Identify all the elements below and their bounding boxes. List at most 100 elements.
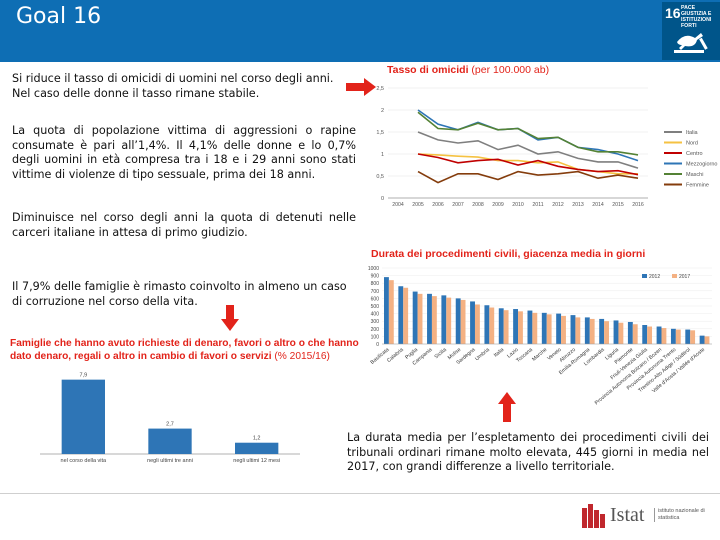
x-tick-label: 2010 (512, 202, 524, 208)
data-label: 1,2 (253, 436, 261, 442)
series-line-mezzogiorno (417, 109, 639, 162)
bar-2012 (556, 313, 562, 344)
bar-2012 (441, 295, 447, 344)
bar-2017 (417, 293, 423, 344)
red-arrow-up-icon (498, 392, 516, 422)
homicide-chart-title: Tasso di omicidi (387, 64, 469, 76)
y-tick-label: 0 (381, 196, 384, 202)
corruption-bar-chart: 7,9 nel corso della vita 2,7 negli ultimi t… (40, 373, 300, 464)
legend-label: Femmine (686, 183, 709, 189)
category-label: negli ultimi 12 mesi (233, 458, 280, 464)
y-tick-label: 2 (381, 108, 384, 114)
bar-2012 (412, 291, 418, 344)
civil-proceedings-paragraph: La durata media per l’espletamento dei p… (347, 431, 709, 473)
bar-2017 (489, 307, 495, 344)
bar-2017 (431, 296, 437, 344)
bar-2012 (699, 335, 705, 344)
bar-2017 (704, 336, 710, 344)
y-tick-label: 0,5 (376, 174, 384, 180)
x-tick-label: 2014 (592, 202, 604, 208)
y-tick-label: 1000 (368, 266, 379, 272)
bar-2012 (584, 317, 590, 344)
slide-header: Goal 16 16 PACE GIUSTIZIA E ISTITUZIONI … (0, 0, 720, 62)
footer-divider (0, 493, 720, 494)
x-tick-label: 2004 (392, 202, 404, 208)
category-label: Umbria (474, 347, 491, 362)
category-label: Italia (493, 347, 505, 359)
x-tick-label: 2013 (572, 202, 584, 208)
bar-2017 (446, 297, 452, 344)
homicide-chart-title-wrap: Tasso di omicidi (per 100.000 ab) (387, 64, 549, 76)
category-label: nel corso della vita (61, 458, 107, 464)
y-tick-label: 300 (371, 319, 380, 325)
aggression-paragraph: La quota di popolazione vittima di aggre… (12, 124, 356, 181)
homicide-line-chart: 0 0,5 1 1,5 2 2,5 2004 2005 2006 2007 2008 2009 2010… (376, 86, 718, 208)
bar-2012 (656, 326, 662, 344)
bar-2017 (647, 326, 653, 344)
legend-label: Italia (686, 130, 699, 136)
istat-logo-subtext: istituto nazionale di statistica (654, 508, 714, 522)
bar-2012 (642, 325, 648, 344)
istat-logo-text: Istat (610, 504, 645, 526)
category-label: Sicilia (434, 347, 448, 360)
bar-2017 (546, 314, 552, 344)
legend-label: Centro (686, 151, 703, 157)
x-tick-label: 2007 (452, 202, 464, 208)
legend-swatch (672, 274, 677, 278)
legend-swatch (642, 274, 647, 278)
y-tick-label: 200 (371, 327, 380, 333)
bar-2017 (518, 311, 523, 344)
bar-2012 (427, 293, 432, 344)
sdg-16-badge: 16 PACE GIUSTIZIA E ISTITUZIONI FORTI (662, 2, 720, 60)
legend-label: Nord (686, 141, 698, 147)
bar-2012 (627, 321, 633, 344)
bar (148, 428, 192, 454)
bar-2012 (498, 308, 504, 344)
istat-logo: Istat istituto nazionale di statistica (582, 502, 712, 532)
bar-2017 (403, 287, 409, 344)
bar-2017 (561, 315, 566, 344)
legend-label: Maschi (686, 172, 703, 178)
homicide-chart-subtitle: (per 100.000 ab) (471, 64, 550, 76)
category-label: Marche (531, 347, 548, 363)
sdg-number: 16 (665, 5, 681, 21)
bar-2012 (484, 305, 490, 344)
y-tick-label: 2,5 (376, 86, 384, 92)
y-tick-label: 700 (371, 289, 380, 295)
x-tick-label: 2006 (432, 202, 444, 208)
bar-2012 (470, 301, 475, 344)
bar-2017 (575, 317, 581, 344)
y-tick-label: 0 (376, 342, 379, 348)
bar (235, 442, 279, 454)
bar-2012 (398, 286, 404, 344)
data-label: 2,7 (166, 422, 174, 428)
homicides-text-line-2: Nel caso delle donne il tasso rimane sta… (12, 87, 260, 100)
category-label: negli ultimi tre anni (147, 458, 193, 464)
corruption-chart-subtitle: (% 2015/16) (274, 350, 330, 362)
red-arrow-down-icon (221, 305, 239, 331)
homicides-text-line-1: Si riduce il tasso di omicidi di uomini … (12, 72, 334, 85)
civil-chart-title: Durata dei procedimenti civili, giacenza… (371, 248, 646, 260)
y-tick-label: 900 (371, 274, 380, 280)
bar-2012 (384, 277, 389, 344)
bar-2012 (670, 328, 676, 344)
legend-label: Mezzogiorno (686, 162, 718, 168)
bar-2012 (541, 312, 547, 344)
bar-2012 (599, 318, 605, 344)
detainees-paragraph: Diminuisce nel corso degli anni la quota… (12, 211, 356, 239)
y-tick-label: 600 (371, 296, 380, 302)
corruption-paragraph: Il 7,9% delle famiglie è rimasto coinvol… (12, 280, 347, 308)
series-line-maschi (417, 111, 639, 156)
bar-2012 (527, 310, 533, 344)
y-tick-label: 1 (381, 152, 384, 158)
x-tick-label: 2015 (612, 202, 624, 208)
sdg-text: PACE GIUSTIZIA E ISTITUZIONI FORTI (681, 5, 712, 29)
istat-logo-mark-icon (582, 504, 605, 528)
red-arrow-right-icon (346, 78, 376, 96)
bar-2012 (513, 309, 519, 344)
corruption-chart-title: Famiglie che hanno avuto richieste di de… (10, 338, 359, 362)
bar-2017 (589, 318, 595, 344)
x-tick-label: 2012 (552, 202, 564, 208)
bar-2017 (690, 330, 696, 344)
